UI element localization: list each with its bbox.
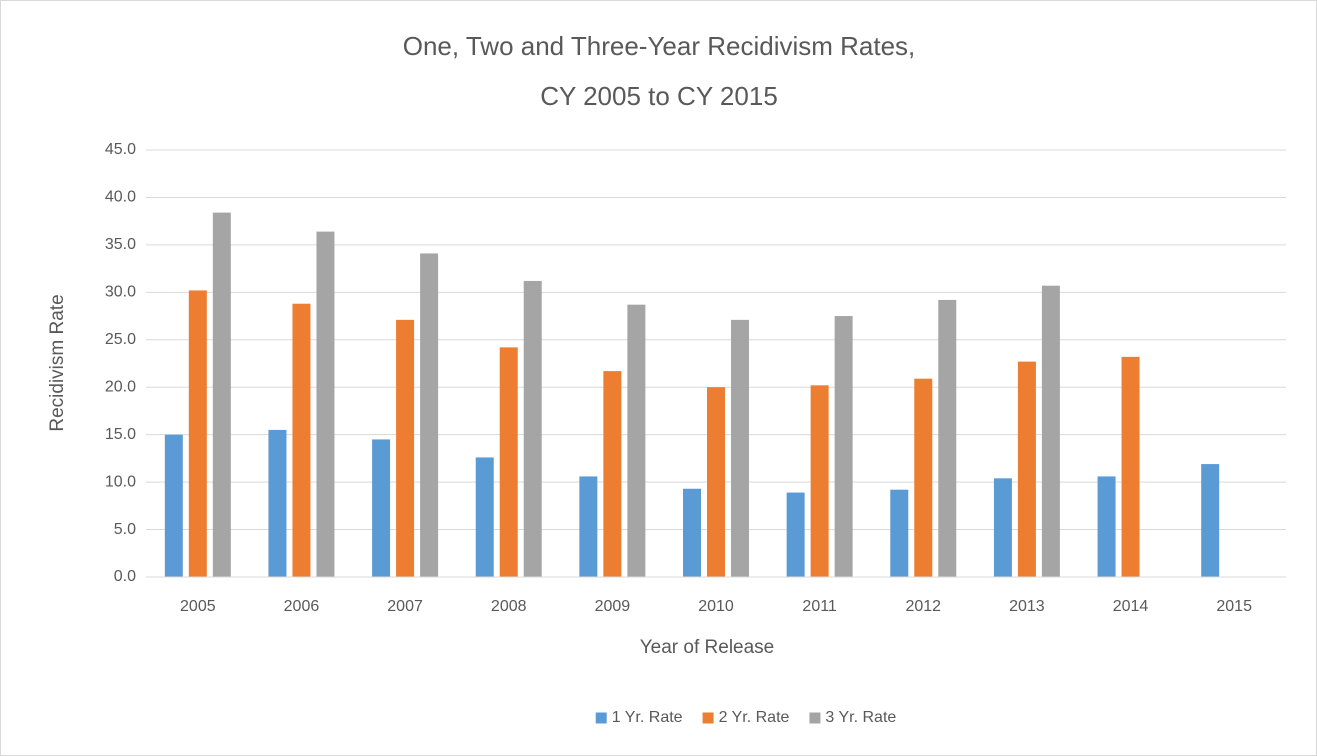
y-tick-label: 10.0 [105, 473, 136, 490]
bar [212, 212, 231, 578]
bar [1121, 356, 1140, 577]
bar [396, 319, 415, 577]
bar [1017, 361, 1036, 577]
y-tick-label: 40.0 [105, 189, 136, 206]
bar [890, 489, 909, 577]
bar [603, 371, 622, 577]
y-tick-label: 35.0 [105, 236, 136, 253]
x-tick-label: 2010 [698, 598, 734, 615]
bar [627, 304, 646, 577]
bar [810, 385, 829, 577]
x-tick-label: 2006 [284, 598, 320, 615]
bar [292, 303, 311, 577]
bar [268, 429, 287, 577]
bar [523, 280, 542, 577]
x-tick-label: 2013 [1009, 598, 1045, 615]
bar [499, 347, 518, 577]
y-tick-label: 25.0 [105, 331, 136, 348]
legend-label: 3 Yr. Rate [825, 709, 896, 726]
bar [316, 231, 335, 578]
bar [834, 316, 853, 577]
legend-swatch [809, 712, 821, 724]
x-tick-label: 2007 [387, 598, 423, 615]
bar [707, 387, 725, 577]
bar [938, 299, 957, 577]
bar [420, 253, 439, 577]
bar [731, 319, 749, 577]
bar [993, 478, 1012, 577]
x-tick-label: 2014 [1113, 598, 1149, 615]
y-tick-label: 30.0 [105, 284, 136, 301]
bar [1041, 285, 1060, 577]
bar [188, 290, 207, 577]
x-tick-label: 2012 [905, 598, 941, 615]
legend-swatch [595, 712, 607, 724]
x-tick-label: 2011 [802, 598, 837, 615]
y-axis-label: Recidivism Rate [47, 294, 68, 431]
bar [1201, 464, 1220, 577]
chart-title: One, Two and Three-Year Recidivism Rates… [403, 31, 916, 61]
bar [475, 457, 494, 577]
legend-swatch [702, 712, 714, 724]
y-tick-label: 0.0 [114, 568, 136, 585]
bar [914, 378, 933, 577]
bar [683, 488, 701, 577]
y-tick-label: 20.0 [105, 378, 136, 395]
x-axis-label: Year of Release [640, 637, 775, 658]
bar [164, 434, 183, 577]
x-tick-label: 2008 [491, 598, 527, 615]
y-tick-label: 15.0 [105, 426, 136, 443]
bar [579, 476, 598, 577]
x-tick-label: 2015 [1216, 598, 1252, 615]
legend-label: 2 Yr. Rate [719, 709, 790, 726]
bar [786, 492, 805, 577]
x-tick-label: 2009 [595, 598, 631, 615]
chart-title: CY 2005 to CY 2015 [540, 81, 778, 111]
bar [372, 439, 391, 577]
bar [1097, 476, 1116, 577]
y-tick-label: 45.0 [105, 141, 136, 158]
y-tick-label: 5.0 [114, 521, 136, 538]
legend-label: 1 Yr. Rate [612, 709, 683, 726]
x-tick-label: 2005 [180, 598, 216, 615]
